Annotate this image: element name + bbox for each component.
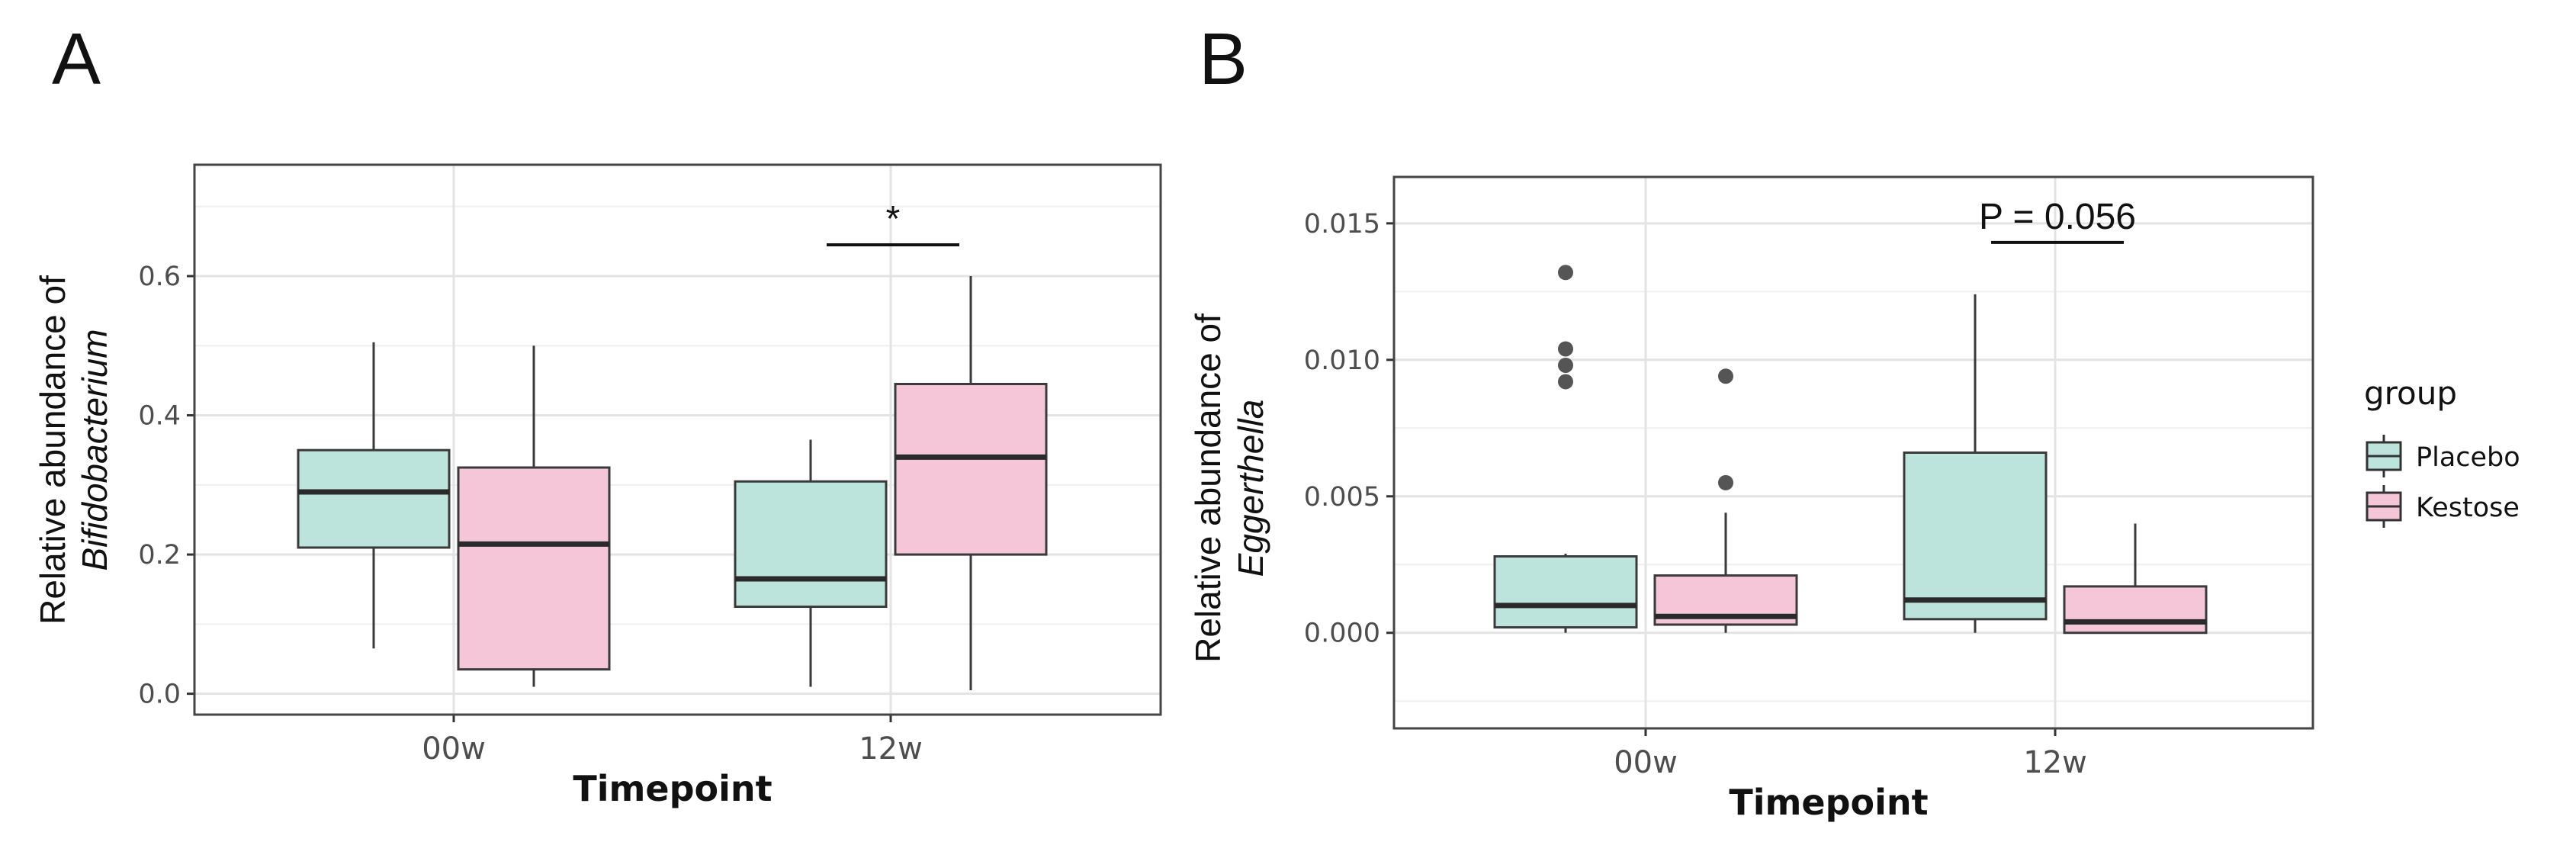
legend-item-kestose: Kestose [2366,485,2520,528]
legend-title: group [2364,374,2457,412]
panel-b-y-label-taxon: Eggerthella [1231,400,1270,577]
x-tick-label: 00w [422,731,486,766]
box-placebo-12w [734,480,888,609]
plot-background [1394,177,2313,728]
box-kestose-12w [894,382,1048,556]
series-kestose [457,276,1048,691]
box-kestose-12w [2063,585,2208,635]
panel-a-letter: A [52,18,101,100]
series-placebo [297,342,888,687]
y-tick-label: 0.015 [1304,209,1380,239]
panel-a-y-axis: 0.0 0.2 0.4 0.6 [138,262,194,710]
outlier-point [1558,265,1573,281]
panel-a-y-label: Relative abundance of [33,275,72,625]
legend-label-placebo: Placebo [2416,442,2520,473]
y-tick-label: 0.000 [1304,619,1380,649]
significance-label: * [886,199,901,239]
series-placebo [1493,265,2048,633]
y-tick-label: 0.005 [1304,482,1380,513]
y-tick-label: 0.010 [1304,345,1380,376]
y-tick-label: 0.4 [138,401,181,432]
panel-a: A 0.0 0.2 0.4 0.6 Relative abundance of Bif… [33,18,1162,809]
box-placebo-00w [297,448,451,549]
panel-a-y-label-taxon: Bifidobacterium [75,329,114,570]
outlier-point [1558,357,1573,373]
panel-b-letter: B [1199,18,1248,100]
x-tick-label: 00w [1614,745,1678,780]
legend-item-placebo: Placebo [2366,435,2520,477]
outlier-point [1718,368,1733,384]
outlier-point [1558,341,1573,357]
panel-a-x-label: Timepoint [573,768,772,809]
panel-b: B 0.000 0.005 0.010 0.015 Relative abundanc… [1188,18,2314,823]
outlier-point [1558,374,1573,390]
x-tick-label: 12w [2023,745,2087,780]
y-tick-label: 0.6 [138,262,181,292]
panel-b-y-axis: 0.000 0.005 0.010 0.015 [1304,209,1394,649]
series-kestose [1653,368,2208,635]
outlier-point [1718,474,1733,490]
plot-area [1394,177,2313,728]
y-tick-label: 0.2 [138,540,181,570]
plot-border [1392,175,2314,730]
box-placebo-12w [1903,452,2048,621]
box-kestose-00w [457,466,611,671]
legend: group Placebo Kestose [2364,374,2520,528]
plot-border [193,163,1162,716]
panel-b-y-label: Relative abundance of [1188,313,1228,663]
panel-b-x-label: Timepoint [1729,782,1928,823]
legend-label-kestose: Kestose [2416,493,2520,523]
significance-label: P = 0.056 [1979,197,2136,237]
y-tick-label: 0.0 [138,680,181,710]
box-placebo-00w [1493,555,1638,629]
x-tick-label: 12w [859,731,923,766]
